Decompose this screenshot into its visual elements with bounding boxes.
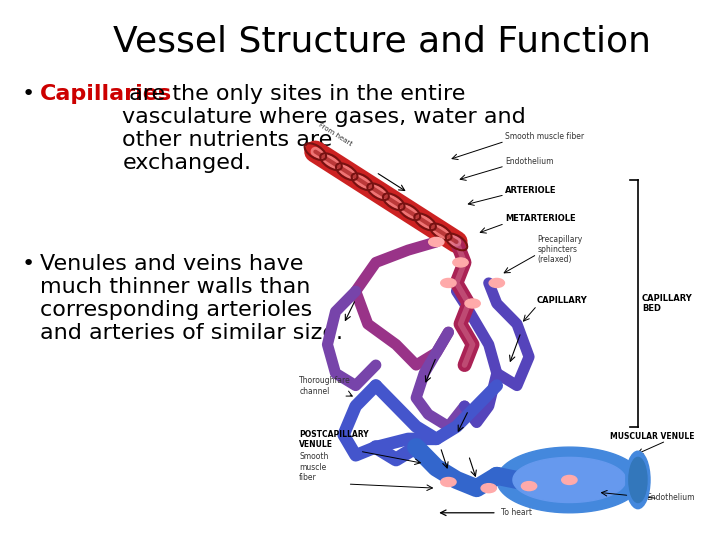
Ellipse shape — [562, 475, 577, 484]
Text: CAPILLARY: CAPILLARY — [537, 296, 588, 306]
Ellipse shape — [441, 279, 456, 287]
Text: From heart: From heart — [318, 122, 354, 147]
Text: Capillaries: Capillaries — [40, 84, 172, 104]
Ellipse shape — [629, 457, 647, 503]
Text: Thoroughfare
channel: Thoroughfare channel — [300, 376, 351, 396]
Ellipse shape — [428, 238, 444, 246]
Text: MUSCULAR VENULE: MUSCULAR VENULE — [610, 432, 694, 441]
Text: METARTERIOLE: METARTERIOLE — [505, 214, 575, 224]
Ellipse shape — [626, 451, 650, 509]
Ellipse shape — [453, 258, 468, 267]
Text: Smooth muscle fiber: Smooth muscle fiber — [505, 132, 584, 141]
Text: •: • — [22, 254, 35, 274]
Ellipse shape — [465, 299, 480, 308]
Text: ARTERIOLE: ARTERIOLE — [505, 186, 557, 195]
Text: Venules and veins have
much thinner walls than
corresponding arterioles
and arte: Venules and veins have much thinner wall… — [40, 254, 343, 343]
Text: are the only sites in the entire
vasculature where gases, water and
other nutrie: are the only sites in the entire vascula… — [122, 84, 526, 173]
Polygon shape — [497, 447, 642, 513]
Text: •: • — [22, 84, 35, 104]
Ellipse shape — [521, 482, 536, 491]
Ellipse shape — [441, 477, 456, 487]
Ellipse shape — [481, 484, 496, 492]
Text: To heart: To heart — [501, 508, 532, 517]
Text: CAPILLARY
BED: CAPILLARY BED — [642, 294, 693, 313]
Text: Precapillary
sphincters
(relaxed): Precapillary sphincters (relaxed) — [537, 235, 582, 265]
Text: Endothelium: Endothelium — [646, 494, 694, 503]
Text: Endothelium: Endothelium — [505, 157, 554, 166]
Text: POSTCAPILLARY
VENULE: POSTCAPILLARY VENULE — [300, 430, 369, 449]
Polygon shape — [513, 457, 626, 503]
Ellipse shape — [489, 279, 505, 287]
Text: Smooth
muscle
fiber: Smooth muscle fiber — [300, 452, 328, 482]
Text: Vessel Structure and Function: Vessel Structure and Function — [112, 24, 651, 58]
